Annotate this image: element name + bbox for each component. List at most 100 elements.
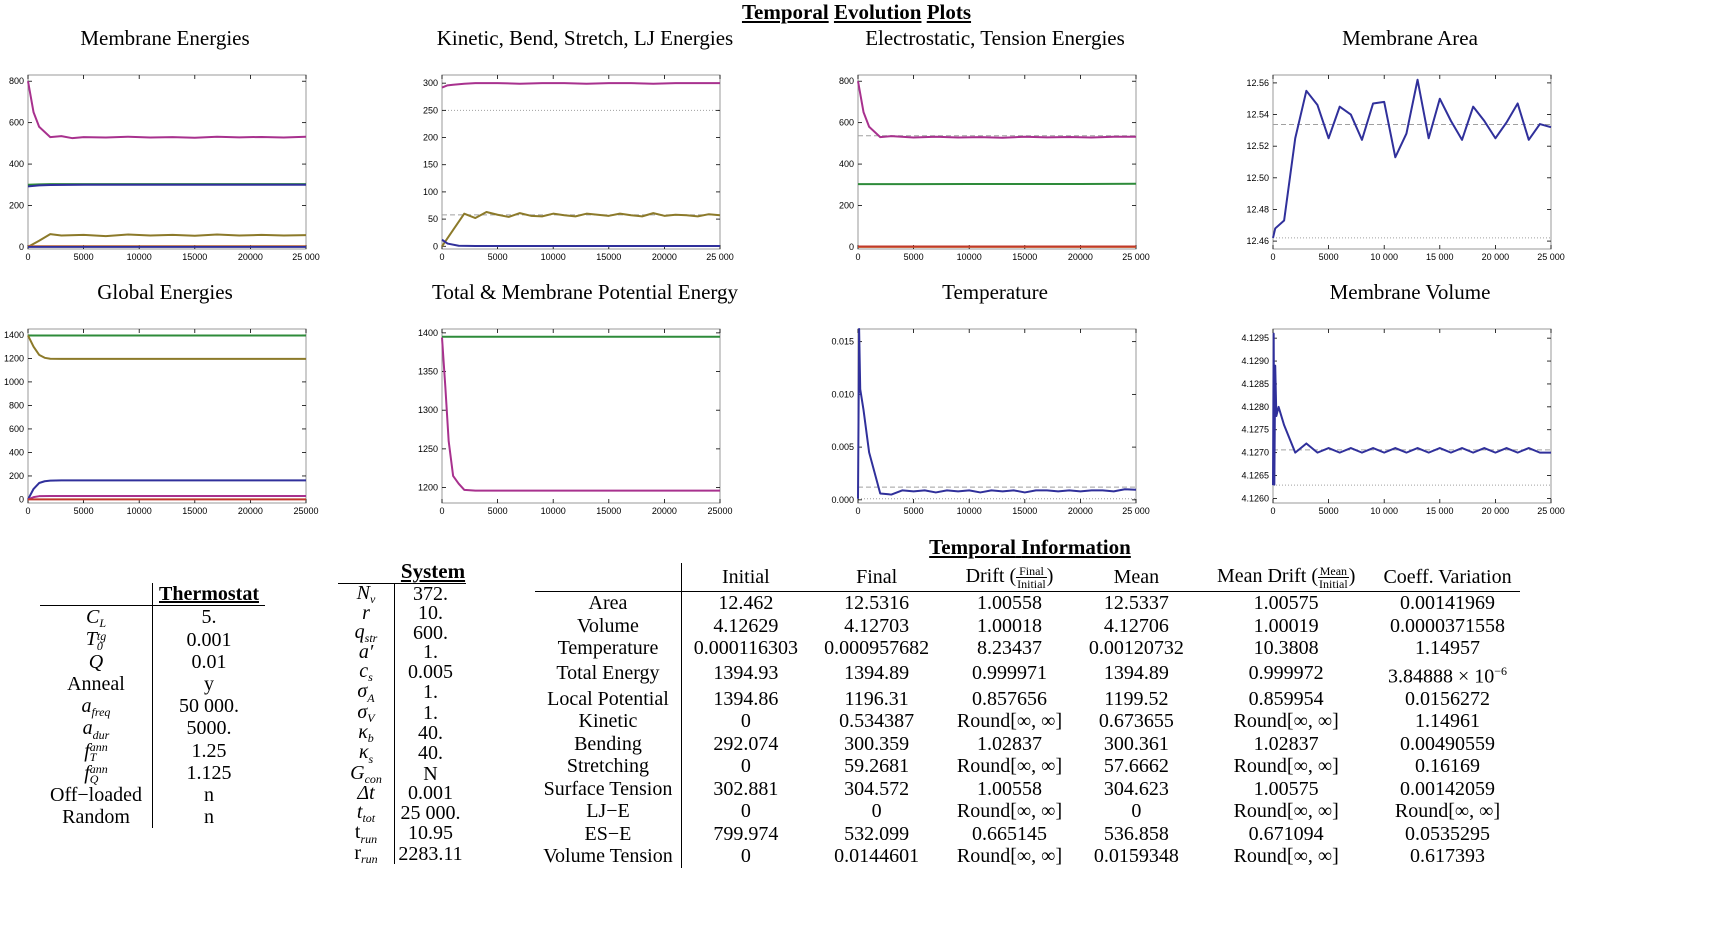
- quantity-name: LJ−E: [535, 800, 682, 823]
- thermostat-row: a dur 5000.: [40, 717, 265, 741]
- param-symbol: Anneal: [40, 672, 153, 695]
- cell-final: 1196.31: [844, 687, 909, 710]
- cell-mean: 304.623: [1103, 777, 1169, 800]
- param-value: 0.01: [191, 650, 227, 673]
- temporal-info-row: LJ−E 0 0 Round[∞, ∞] 0 Round[∞, ∞] Round[∞, ∞]: [535, 800, 1520, 823]
- plot-frame: [857, 328, 1137, 504]
- x-tick-label: 15000: [596, 252, 621, 262]
- cell-cv: 0.0000371558: [1390, 614, 1506, 637]
- temporal-info-row: ES−E 799.974 532.099 0.665145 536.858 0.67109…: [535, 822, 1520, 846]
- system-row: c s 0.005: [338, 661, 466, 683]
- x-tick-label: 10000: [541, 506, 566, 516]
- cell-final: 0.000957682: [824, 637, 930, 659]
- system-row: t run 10.95: [338, 822, 466, 845]
- temporal-info-row: Temperature 0.000116303 0.000957682 8.23437…: [535, 637, 1520, 660]
- cell-mean: 0: [1131, 800, 1142, 823]
- x-tick-label: 20000: [238, 252, 263, 262]
- param-value: 1.25: [191, 739, 227, 762]
- temporal-info-row: Total Energy 1394.93 1394.89 0.999971 1394.8…: [535, 659, 1520, 688]
- cell-cv: 0.00142059: [1400, 777, 1496, 800]
- chart-title-kinetic-bend: Kinetic, Bend, Stretch, LJ Energies: [436, 26, 734, 50]
- x-tick-label: 15000: [596, 506, 621, 516]
- thermostat-row: Anneal y: [40, 672, 265, 695]
- thermostat-row: Random n: [40, 806, 265, 829]
- x-tick-label: 10 000: [1370, 506, 1398, 516]
- cell-mean: 300.361: [1103, 732, 1169, 755]
- param-value: 25 000.: [400, 801, 461, 824]
- x-tick-label: 25 000: [1537, 252, 1565, 262]
- temporal-info-row: Volume Tension 0 0.0144601 Round[∞, ∞] 0.015…: [535, 845, 1520, 868]
- param-symbol: t tot: [338, 802, 395, 824]
- plot-frame: [1272, 328, 1552, 504]
- x-tick-label: 10000: [127, 506, 152, 516]
- series-line-purple: [857, 81, 1136, 139]
- cell-cv: 0.0156272: [1405, 687, 1491, 710]
- x-tick-label: 25 000: [1122, 506, 1150, 516]
- y-tick-label: 4.1285: [1241, 379, 1269, 389]
- cell-cv: 1.14961: [1415, 710, 1481, 733]
- cell-mean-drift: 1.02837: [1253, 732, 1319, 755]
- y-tick-label: 4.1260: [1241, 493, 1269, 503]
- y-tick-label: 600: [9, 118, 24, 128]
- x-tick-label: 20000: [238, 506, 263, 516]
- param-value: 5.: [201, 606, 217, 629]
- cell-mean: 4.12706: [1103, 614, 1169, 637]
- param-symbol: Random: [40, 806, 153, 829]
- y-tick-label: 0.015: [831, 337, 854, 347]
- series-line-olive: [441, 211, 721, 247]
- param-value: 50 000.: [179, 695, 239, 718]
- y-tick-label: 1200: [4, 353, 24, 363]
- x-tick-label: 15 000: [1426, 506, 1454, 516]
- cell-mean: 1394.89: [1103, 662, 1169, 685]
- chart-title-membrane-area: Membrane Area: [1342, 26, 1478, 50]
- x-tick-label: 20 000: [1482, 506, 1510, 516]
- thermostat-row: Off−loaded n: [40, 784, 265, 807]
- cell-mean-drift: 1.00575: [1253, 592, 1319, 614]
- series-line-blue: [1272, 332, 1551, 486]
- cell-initial: 0.000116303: [693, 637, 798, 659]
- x-tick-label: 10000: [541, 252, 566, 262]
- param-symbol: t run: [338, 822, 395, 845]
- quantity-name: ES−E: [535, 822, 682, 846]
- x-tick-label: 10000: [957, 506, 982, 516]
- cell-final: 300.359: [844, 732, 910, 755]
- quantity-name: Kinetic: [535, 710, 682, 733]
- cell-initial: 799.974: [713, 822, 779, 845]
- plot-frame: [27, 328, 307, 504]
- system-row: κ s 40.: [338, 742, 466, 765]
- x-tick-label: 5000: [488, 252, 508, 262]
- series-line-blue: [27, 479, 306, 500]
- y-tick-label: 12.52: [1246, 141, 1269, 151]
- cell-cv: 0.00141969: [1400, 592, 1496, 614]
- param-symbol: r run: [338, 843, 395, 865]
- y-tick-label: 0: [19, 242, 24, 252]
- cell-drift: Round[∞, ∞]: [956, 845, 1063, 868]
- cell-mean: 0.00120732: [1088, 637, 1184, 659]
- y-tick-label: 1350: [418, 367, 438, 377]
- param-value: 2283.11: [398, 842, 463, 865]
- param-value: y: [204, 672, 214, 695]
- param-value: 1.: [423, 641, 438, 664]
- param-value: 0.001: [186, 628, 232, 651]
- temporal-info-table: Initial Final Drift (Final Initial) Mean …: [535, 563, 1520, 868]
- x-tick-label: 25 000: [292, 252, 320, 262]
- y-tick-label: 0.010: [831, 389, 854, 399]
- quantity-name: Area: [535, 591, 682, 615]
- y-tick-label: 300: [423, 78, 438, 88]
- param-value: n: [204, 806, 214, 829]
- cell-final: 0: [871, 800, 882, 823]
- param-symbol: q str: [338, 622, 395, 644]
- y-tick-label: 400: [9, 159, 24, 169]
- cell-initial: 302.881: [713, 777, 779, 800]
- param-value: 600.: [413, 621, 448, 644]
- chart-electrostatic-tension: 0 200 400 600 800 0 5000 10000 15000 20000 25 000: [839, 74, 1150, 262]
- cell-mean-drift: Round[∞, ∞]: [1233, 710, 1339, 733]
- quantity-name: Surface Tension: [535, 777, 682, 801]
- x-tick-label: 20 000: [1482, 252, 1510, 262]
- param-symbol: a dur: [40, 717, 153, 741]
- param-symbol: a freq: [40, 694, 153, 718]
- y-tick-label: 200: [423, 133, 438, 143]
- y-tick-label: 4.1280: [1241, 402, 1269, 412]
- quantity-name: Bending: [535, 732, 682, 756]
